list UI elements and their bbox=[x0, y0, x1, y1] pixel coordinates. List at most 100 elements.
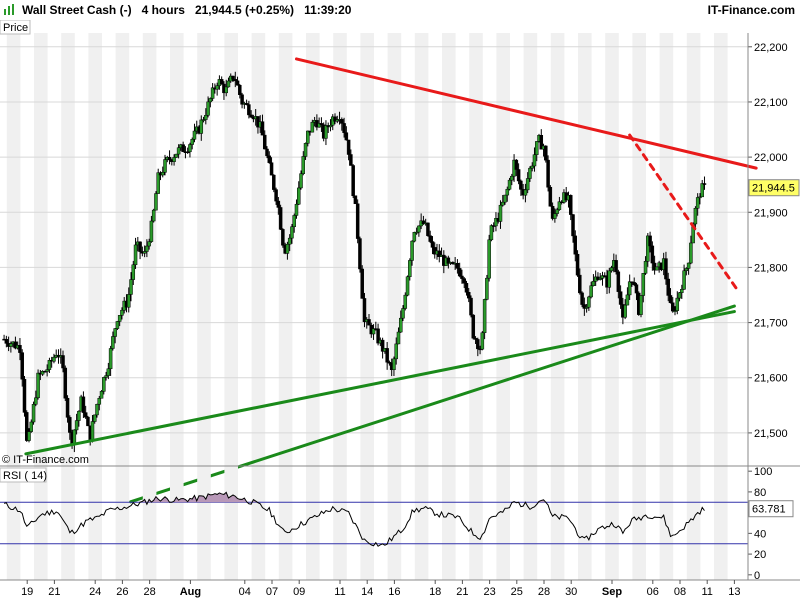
candle-body bbox=[129, 279, 133, 295]
rsi-line bbox=[3, 491, 705, 547]
candle-body bbox=[77, 410, 81, 421]
grid-band bbox=[224, 33, 238, 466]
candle-body bbox=[201, 119, 206, 121]
x-tick-label: 21 bbox=[456, 586, 468, 598]
candle-body bbox=[111, 336, 115, 349]
candle-body bbox=[319, 123, 324, 126]
candle-body bbox=[188, 144, 192, 153]
candle-body bbox=[199, 119, 204, 134]
candle-body bbox=[573, 235, 578, 255]
candle-body bbox=[36, 372, 40, 399]
watermark: © IT-Finance.com bbox=[2, 454, 89, 466]
candle-body bbox=[698, 196, 702, 199]
candle-body bbox=[95, 403, 99, 416]
candle-body bbox=[446, 257, 451, 264]
rsi-grid-band bbox=[360, 466, 374, 580]
rsi-grid-band bbox=[550, 466, 565, 580]
candle-body bbox=[650, 245, 655, 264]
candle-body bbox=[233, 79, 238, 82]
candle-body bbox=[385, 348, 389, 363]
candle-body bbox=[219, 79, 224, 85]
candle-body bbox=[646, 235, 650, 262]
chart-header: Wall Street Cash (-) 4 hours 21,944.5 (+… bbox=[0, 0, 800, 20]
candle-body bbox=[281, 229, 285, 246]
rsi-tick-label: 80 bbox=[754, 487, 766, 499]
candle-body bbox=[346, 139, 351, 155]
candle-body bbox=[584, 306, 589, 309]
last-price: 21,944.5 bbox=[194, 3, 242, 17]
candle-body bbox=[539, 135, 544, 150]
grid-band bbox=[523, 33, 538, 466]
candle-body bbox=[9, 343, 13, 347]
candle-body bbox=[689, 242, 693, 264]
candle-body bbox=[498, 204, 503, 222]
price-change: (+0.25%) bbox=[245, 3, 295, 17]
candle-body bbox=[190, 139, 194, 145]
candle-body bbox=[466, 292, 471, 299]
candle-body bbox=[74, 420, 79, 431]
candle-body bbox=[568, 195, 573, 215]
rsi-value-tag bbox=[748, 500, 794, 518]
candle-body bbox=[371, 328, 376, 335]
candle-body bbox=[421, 220, 426, 224]
rsi-grid-band bbox=[142, 466, 157, 580]
candle-body bbox=[355, 203, 360, 239]
candle-body bbox=[525, 178, 530, 191]
candle-body bbox=[591, 281, 596, 287]
grid-band bbox=[469, 33, 483, 466]
candle-body bbox=[296, 187, 301, 205]
candle-body bbox=[480, 332, 485, 350]
rsi-panel-label-box bbox=[0, 467, 47, 483]
candle-body bbox=[292, 215, 296, 227]
candle-body bbox=[682, 270, 686, 290]
candle-body bbox=[516, 169, 521, 182]
candle-body bbox=[693, 208, 698, 225]
candle-body bbox=[24, 412, 29, 441]
candle-body bbox=[641, 273, 646, 296]
candle-body bbox=[276, 200, 281, 208]
price-panel-label-box bbox=[0, 20, 31, 35]
candle-body bbox=[487, 239, 491, 279]
candle-body bbox=[437, 250, 442, 257]
candle-body bbox=[247, 104, 251, 116]
rsi-grid-band bbox=[34, 466, 48, 580]
candle-body bbox=[63, 367, 68, 399]
candle-body bbox=[160, 172, 165, 176]
candle-body bbox=[494, 218, 498, 227]
candle-body bbox=[578, 274, 582, 294]
candle-body bbox=[523, 189, 528, 196]
candle-body bbox=[149, 220, 154, 242]
candle-body bbox=[476, 339, 480, 350]
candle-body bbox=[226, 80, 231, 88]
candle-body bbox=[317, 123, 321, 128]
price-tick-label: 21,900 bbox=[754, 207, 788, 219]
candle-body bbox=[344, 132, 349, 141]
rsi-grid-band bbox=[61, 466, 75, 580]
grid-band bbox=[387, 33, 402, 466]
candle-body bbox=[639, 295, 643, 315]
price-tick-label: 22,000 bbox=[754, 152, 788, 164]
candle-body bbox=[145, 245, 149, 252]
candle-body bbox=[414, 231, 419, 234]
grid-band bbox=[414, 33, 429, 466]
candle-body bbox=[260, 121, 265, 136]
candle-body bbox=[648, 235, 652, 247]
candle-body bbox=[269, 162, 274, 176]
candle-body bbox=[408, 260, 412, 278]
x-tick-label: 11 bbox=[334, 586, 345, 598]
rsi-panel-label: RSI ( 14) bbox=[3, 470, 47, 482]
candle-body bbox=[430, 241, 435, 248]
candle-body bbox=[675, 297, 680, 311]
candle-body bbox=[86, 416, 90, 427]
candle-body bbox=[244, 103, 249, 105]
chart-title: Wall Street Cash (-) 4 hours 21,944.5 (+… bbox=[22, 3, 351, 17]
candle-body bbox=[151, 209, 156, 222]
candle-body bbox=[215, 85, 219, 90]
trendline bbox=[294, 57, 758, 170]
rsi-grid-band bbox=[115, 466, 130, 580]
candle-body bbox=[333, 116, 337, 122]
x-tick-label: 04 bbox=[239, 586, 251, 598]
candle-body bbox=[104, 375, 108, 378]
brand-label: IT-Finance.com bbox=[707, 3, 795, 17]
candle-body bbox=[607, 270, 612, 288]
